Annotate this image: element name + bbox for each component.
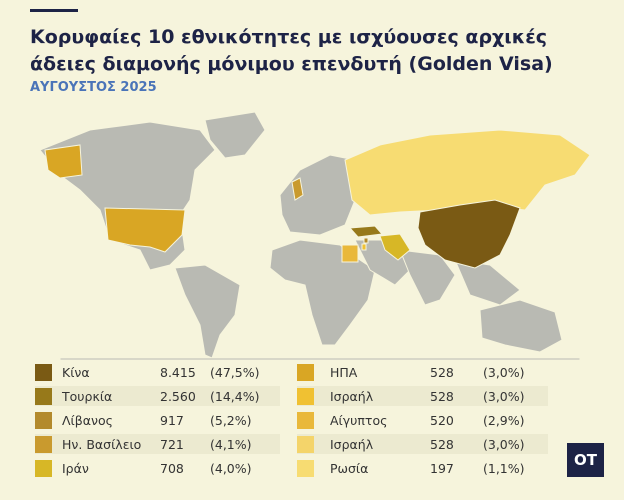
legend-row: ΗΠΑ 528 (3,0%): [297, 362, 548, 382]
israel: [361, 243, 367, 251]
legend-value: 197: [430, 460, 454, 476]
legend-share: (1,1%): [483, 460, 525, 476]
legend-value: 721: [160, 436, 184, 452]
title-line: Κορυφαίες 10 εθνικότητες με ισχύουσες αρ…: [30, 26, 548, 48]
legend-row: Ην. Βασίλειο 721 (4,1%): [35, 434, 280, 454]
legend-value: 520: [430, 412, 454, 428]
greenland: [204, 111, 266, 159]
legend-row: Ρωσία 197 (1,1%): [297, 458, 548, 478]
legend-value: 917: [160, 412, 184, 428]
southeast-asia: [454, 259, 521, 306]
title: Κορυφαίες 10 εθνικότητες με ισχύουσες αρ…: [30, 24, 553, 78]
legend-share: (3,0%): [483, 388, 525, 404]
lebanon: [363, 237, 369, 244]
legend-value: 528: [430, 364, 454, 380]
legend-row: Τουρκία 2.560 (14,4%): [35, 386, 280, 406]
swatch: [297, 363, 314, 381]
legend-row: Ιράν 708 (4,0%): [35, 458, 280, 478]
europe: [279, 154, 356, 236]
legend-name: ΗΠΑ: [330, 364, 358, 380]
legend-row: Κίνα 8.415 (47,5%): [35, 362, 280, 382]
legend-value: 528: [430, 388, 454, 404]
legend-name: Ρωσία: [330, 460, 369, 476]
iran: [379, 233, 411, 261]
china: [417, 199, 521, 269]
swatch: [35, 435, 52, 453]
alaska: [44, 144, 83, 179]
swatch: [35, 387, 52, 405]
legend-row: Λίβανος 917 (5,2%): [35, 410, 280, 430]
south-america: [174, 264, 241, 359]
legend-share: (4,1%): [210, 436, 252, 452]
legend-name: Ην. Βασίλειο: [62, 436, 142, 452]
legend-share: (4,0%): [210, 460, 252, 476]
turkey: [348, 225, 383, 238]
russia: [344, 129, 591, 216]
legend-row: Ισραήλ 528 (3,0%): [297, 386, 548, 406]
australia: [479, 299, 563, 353]
legend-share: (14,4%): [210, 388, 260, 404]
legend-value: 528: [430, 436, 454, 452]
logo: OT: [567, 443, 604, 477]
egypt: [341, 244, 359, 263]
swatch: [297, 387, 314, 405]
swatch: [35, 411, 52, 429]
africa: [269, 239, 376, 346]
swatch: [35, 363, 52, 381]
legend-share: (3,0%): [483, 364, 525, 380]
swatch: [297, 411, 314, 429]
legend-name: Τουρκία: [62, 388, 113, 404]
legend-name: Ιράν: [62, 460, 89, 476]
legend-value: 8.415: [160, 364, 196, 380]
legend-value: 708: [160, 460, 184, 476]
legend-row: Αίγυπτος 520 (2,9%): [297, 410, 548, 430]
swatch: [35, 459, 52, 477]
north-america: [39, 121, 216, 271]
swatch: [297, 435, 314, 453]
swatch: [297, 459, 314, 477]
antarctica-edge: [59, 357, 581, 360]
title-line: άδειες διαμονής μόνιμου επενδυτή (Golden…: [30, 53, 553, 75]
legend-name: Ισραήλ: [330, 388, 374, 404]
legend-row: Ισραήλ 528 (3,0%): [297, 434, 548, 454]
legend-name: Κίνα: [62, 364, 90, 380]
legend-name: Ισραήλ: [330, 436, 374, 452]
legend-name: Αίγυπτος: [330, 412, 388, 428]
legend-share: (47,5%): [210, 364, 260, 380]
legend-value: 2.560: [160, 388, 196, 404]
subtitle: ΑΥΓΟΥΣΤΟΣ 2025: [30, 80, 157, 95]
usa: [104, 207, 186, 253]
world-map: [39, 111, 591, 360]
legend-share: (2,9%): [483, 412, 525, 428]
legend-share: (5,2%): [210, 412, 252, 428]
uk: [291, 177, 304, 201]
legend-name: Λίβανος: [62, 412, 113, 428]
legend-share: (3,0%): [483, 436, 525, 452]
accent-line: [30, 9, 78, 12]
